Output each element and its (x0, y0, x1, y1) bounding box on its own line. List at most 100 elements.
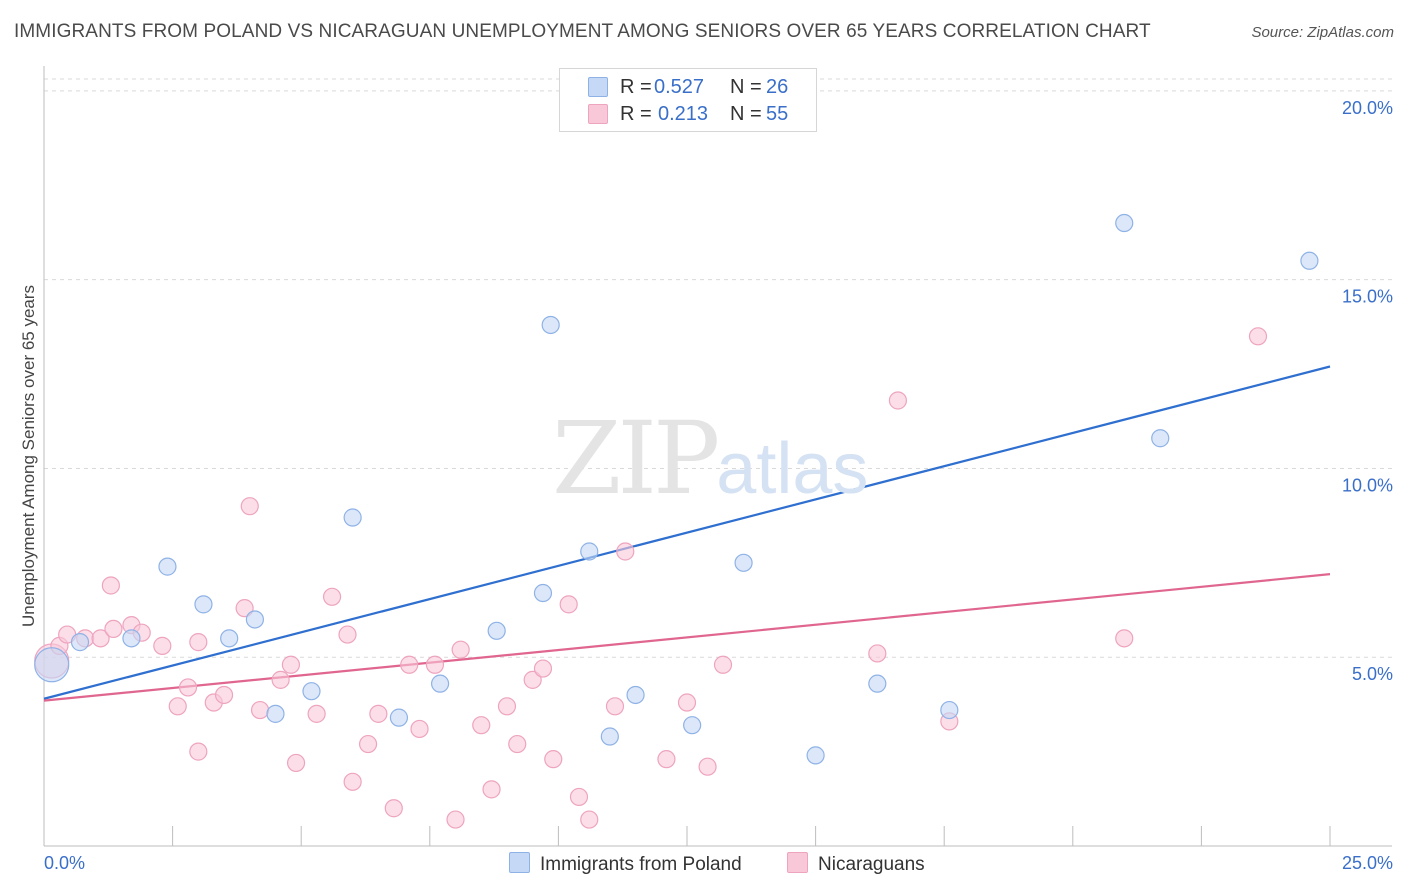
stats-legend: R = 0.527 N = 26 R = 0.213 N = 55 (559, 68, 817, 132)
point-poland (70, 633, 90, 652)
point-nicaraguans (569, 787, 589, 807)
point-nicaraguans (446, 810, 465, 829)
point-nicaraguans (482, 780, 501, 799)
point-nicaraguans (580, 810, 599, 829)
y-tick-label: 10.0% (1342, 475, 1393, 495)
point-poland (389, 708, 409, 727)
legend-r-label: R = (620, 102, 652, 125)
legend-n-value: 26 (766, 75, 789, 98)
point-nicaraguans (400, 655, 419, 674)
point-poland (580, 542, 599, 561)
point-poland (343, 508, 362, 527)
point-nicaraguans (214, 685, 234, 705)
point-nicaraguans (713, 655, 733, 674)
bottom-legend-nicaraguans: Nicaraguans (787, 852, 925, 876)
point-nicaraguans (677, 693, 697, 712)
point-nicaraguans (410, 719, 429, 739)
point-nicaraguans (343, 772, 362, 791)
point-poland (940, 700, 959, 720)
bottom-legend-poland: Immigrants from Poland (509, 852, 742, 876)
point-nicaraguans (657, 750, 676, 769)
gridlines (44, 78, 1392, 658)
point-nicaraguans (178, 678, 198, 697)
point-nicaraguans (153, 636, 172, 655)
bottom-legend-swatch-pink (787, 852, 808, 873)
point-poland (600, 727, 619, 746)
bottom-legend-label-poland: Immigrants from Poland (540, 854, 742, 875)
point-poland (245, 610, 265, 629)
point-poland (430, 674, 450, 693)
point-nicaraguans (168, 697, 187, 716)
point-nicaraguans (91, 629, 110, 648)
point-nicaraguans (425, 655, 445, 674)
point-poland (541, 315, 560, 335)
point-nicaraguans (240, 497, 259, 516)
bottom-legend-swatch-blue (509, 852, 530, 873)
point-nicaraguans (358, 734, 378, 754)
point-poland (1300, 251, 1319, 270)
point-nicaraguans (104, 619, 123, 639)
y-tick-label: 5.0% (1352, 664, 1393, 684)
chart-title: IMMIGRANTS FROM POLAND VS NICARAGUAN UNE… (14, 21, 1151, 42)
point-nicaraguans (605, 697, 625, 716)
point-poland (806, 746, 825, 765)
legend-swatch-pink (588, 104, 608, 124)
legend-r-value: 0.527 (654, 75, 705, 98)
source-credit: Source: ZipAtlas.com (1251, 24, 1394, 41)
point-poland (683, 716, 702, 735)
point-nicaraguans (508, 734, 527, 754)
point-poland (34, 647, 70, 683)
point-poland (194, 595, 213, 614)
x-tick-label-max: 25.0% (1342, 853, 1393, 873)
axes (43, 66, 1392, 847)
y-tick-label: 15.0% (1342, 287, 1393, 307)
point-poland (266, 704, 285, 723)
legend-n-label: N = (730, 75, 762, 98)
point-nicaraguans (281, 655, 301, 674)
legend-r-value: 0.213 (658, 102, 709, 125)
trendlines (43, 365, 1331, 702)
trendline-poland (43, 365, 1331, 700)
point-nicaraguans (235, 599, 254, 618)
point-nicaraguans (497, 697, 517, 716)
y-tick-labels: 5.0% 10.0% 15.0% 20.0% (1342, 98, 1393, 684)
point-nicaraguans (322, 587, 342, 606)
point-poland (533, 583, 553, 603)
point-nicaraguans (271, 670, 290, 689)
point-nicaraguans (868, 644, 887, 663)
point-nicaraguans (101, 576, 120, 595)
point-nicaraguans (286, 753, 306, 773)
watermark-atlas: atlas (716, 429, 869, 509)
point-nicaraguans (307, 704, 326, 723)
point-nicaraguans (338, 625, 357, 644)
point-nicaraguans (250, 700, 270, 720)
y-axis-label: Unemployment Among Seniors over 65 years (19, 285, 38, 627)
point-nicaraguans (533, 659, 553, 678)
point-poland (158, 557, 177, 576)
point-poland (1115, 213, 1134, 233)
bottom-legend-label-nicaraguans: Nicaraguans (818, 854, 925, 875)
legend-n-label: N = (730, 102, 762, 125)
point-nicaraguans (369, 704, 388, 723)
point-nicaraguans (544, 750, 563, 769)
point-poland (626, 685, 645, 705)
point-nicaraguans (616, 542, 635, 561)
point-poland (122, 629, 141, 648)
x-tick-label-min: 0.0% (44, 853, 85, 873)
point-poland (734, 553, 753, 572)
point-nicaraguans (451, 640, 470, 659)
point-nicaraguans (189, 742, 208, 761)
point-poland (1151, 429, 1170, 448)
point-nicaraguans (1115, 629, 1134, 648)
point-poland (302, 682, 321, 701)
trendline-nicaraguans (43, 573, 1331, 702)
legend-n-value: 55 (766, 102, 789, 125)
data-points (34, 213, 1319, 829)
point-nicaraguans (559, 595, 578, 614)
y-tick-label: 20.0% (1342, 98, 1393, 118)
point-nicaraguans (472, 716, 491, 735)
point-nicaraguans (698, 757, 717, 776)
point-poland (868, 674, 887, 693)
watermark-zip: ZIP (552, 400, 720, 517)
